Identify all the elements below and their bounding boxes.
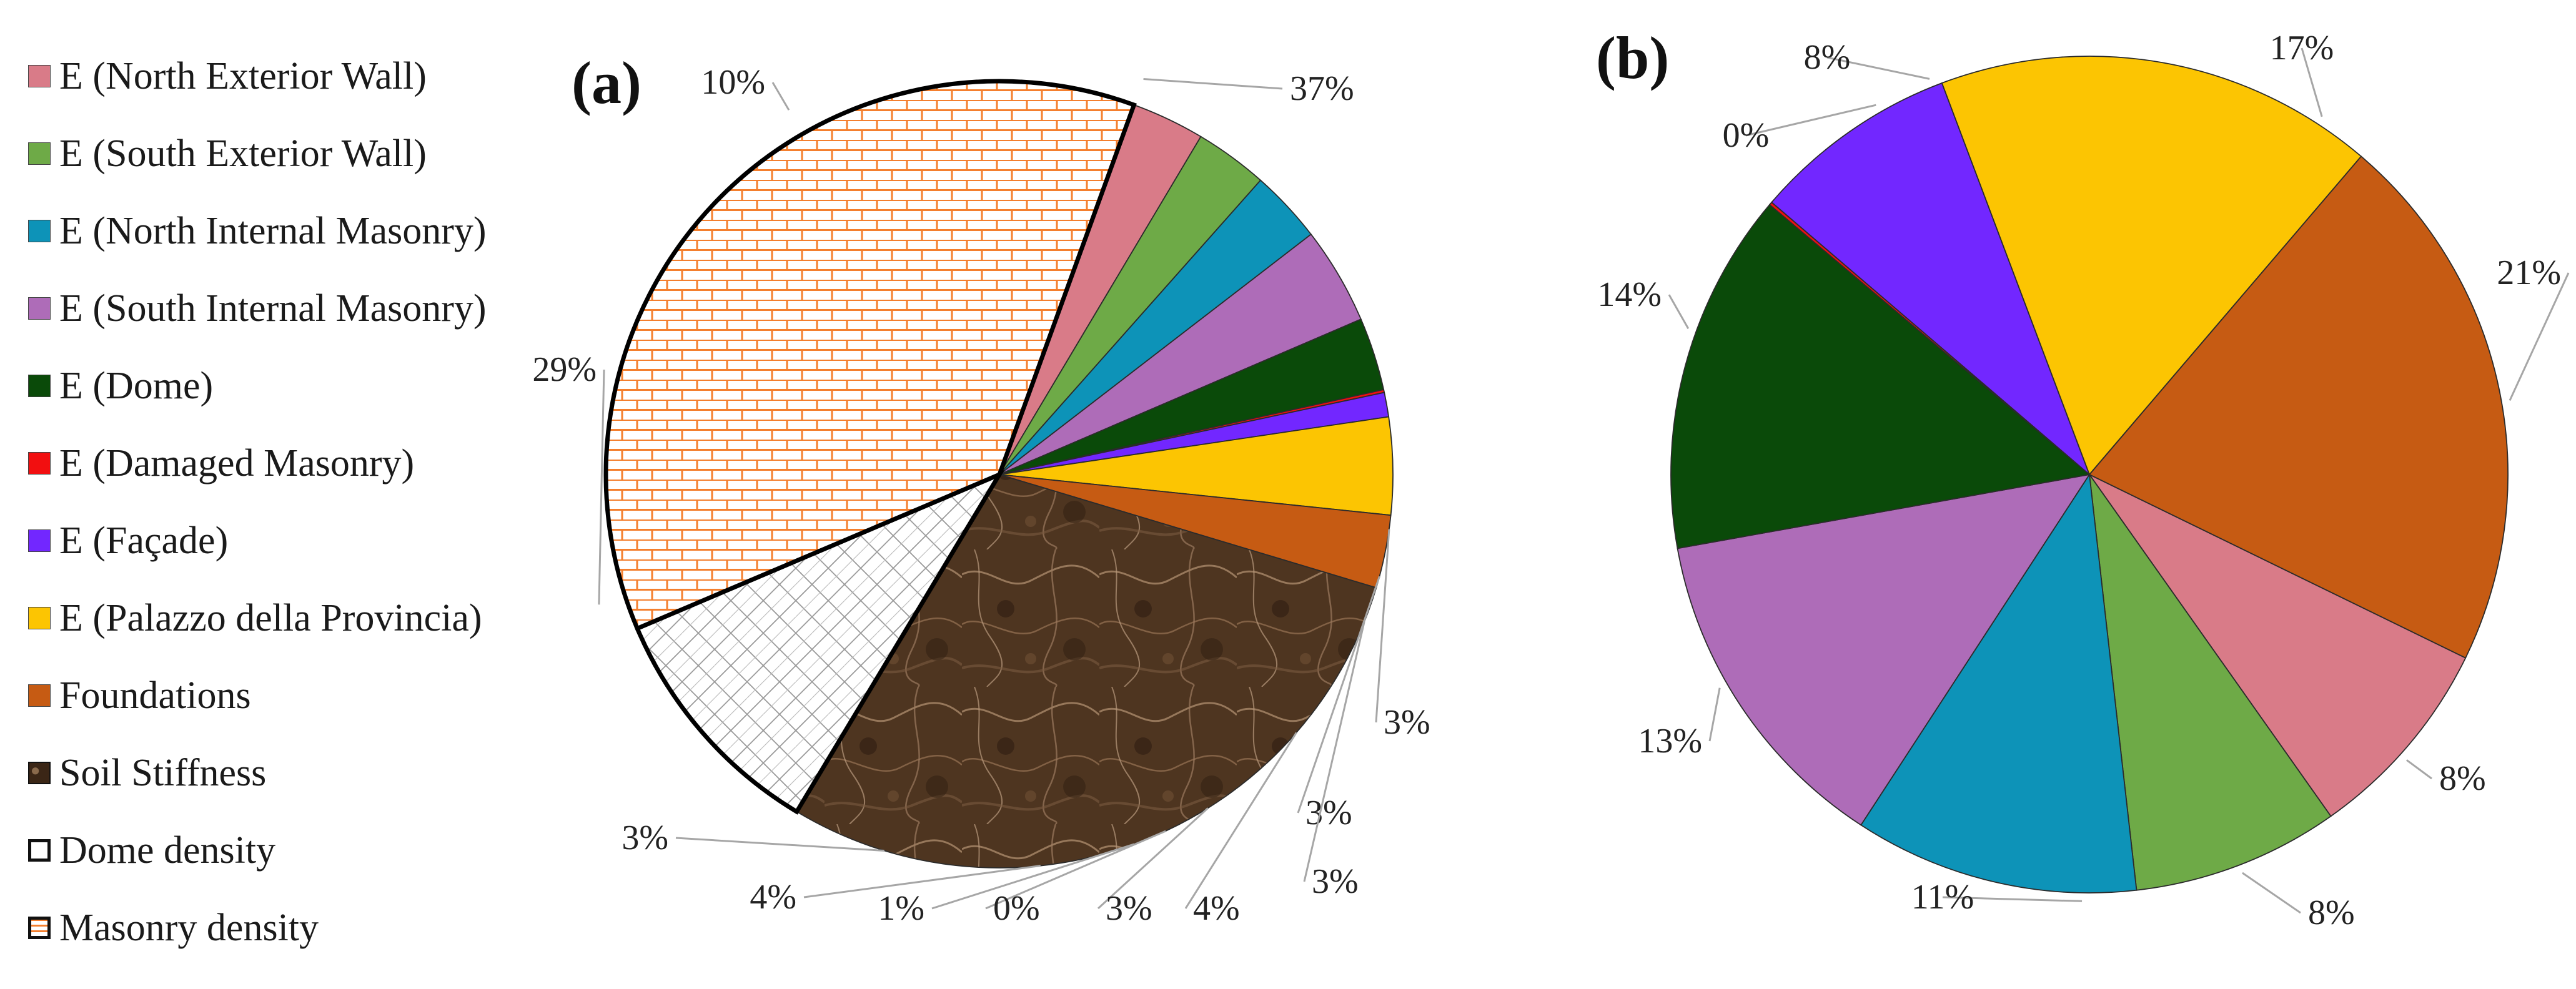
data-label: 1% [878,889,924,928]
leader-line [1375,529,1390,723]
leader-line [771,82,790,111]
data-label: 37% [1290,69,1354,108]
legend-label: E (Damaged Masonry) [59,441,415,485]
leader-line [985,830,1166,910]
legend-swatch [28,297,51,320]
legend-label: E (Façade) [59,519,229,562]
legend-item-e-fa-ade: E (Façade) [28,502,609,579]
legend-item-foundations: Foundations [28,657,609,734]
data-label: 3% [1312,862,1359,901]
leader-line [1708,687,1721,742]
leader-line [1303,621,1365,882]
legend-label: E (Palazzo della Provincia) [59,596,482,639]
data-label: 11% [1911,878,1974,917]
pie-slice-e-south-internal-masonry [1677,473,2091,826]
pie-slice-e-fa-ade [1771,82,2090,475]
legend-swatch [28,375,51,397]
panel-label: (a) [572,49,642,116]
legend-label: Foundations [59,674,251,717]
legend-item-dome-density: Dome density [28,812,609,889]
legend-label: Soil Stiffness [59,751,267,794]
leader-line [1097,807,1209,910]
pie-slice-e-north-exterior-wall [2089,474,2467,817]
legend-swatch [28,529,51,552]
legend-label: E (North Internal Masonry) [59,209,487,252]
legend-label: E (South Exterior Wall) [59,132,427,175]
leader-line [675,837,884,852]
leader-line [598,369,605,605]
legend-item-e-dome: E (Dome) [28,347,609,425]
legend-swatch [28,607,51,629]
data-label: 3% [1305,794,1352,832]
leader-line [931,843,1134,910]
data-label: 10% [701,63,765,102]
data-label: 8% [1804,38,1851,77]
data-label: 17% [2270,29,2334,67]
legend-label: Dome density [59,829,276,872]
legend-swatch [28,65,51,87]
legend-swatch [28,839,51,862]
data-label: 4% [750,878,796,917]
data-label: 4% [1193,889,1240,928]
legend-label: E (Dome) [59,364,214,407]
data-label: 3% [1106,889,1152,928]
leader-line [1184,732,1297,909]
data-label: 8% [2308,893,2355,932]
data-label: 29% [532,350,597,389]
legend-item-e-south-exterior-wall: E (South Exterior Wall) [28,115,609,192]
leader-line [2301,47,2323,117]
leader-line [2242,872,2301,914]
legend-label: E (North Exterior Wall) [59,54,427,97]
legend-swatch [28,917,51,939]
pie-chart-a: 3% 3% 3% 4% 3% 0% 1% 4% 3% 29% 10% 37% (a) [532,49,1430,928]
leader-line [1668,294,1690,330]
pie-slice-e-palazzo-della-provincia [1941,56,2362,476]
chart-legend: E (North Exterior Wall) E (South Exterior… [28,37,609,967]
data-label: 14% [1597,275,1662,314]
data-label: 8% [2439,759,2486,798]
pie-slice-foundations [2088,155,2509,659]
legend-swatch [28,220,51,242]
data-label: 3% [622,819,668,857]
leader-line [1297,576,1380,814]
data-label: 13% [1638,722,1702,760]
pie-chart-b: 8% 8% 11% 13% 14% 0% 8% 17% 21% (b) [1596,24,2570,932]
data-label: 0% [993,889,1040,928]
pie-slice-e-dome [1670,204,2091,549]
data-label: 3% [1384,703,1430,742]
data-label: 0% [1723,116,1770,155]
leader-line [1826,56,1930,80]
legend-label: Masonry density [59,906,319,949]
leader-line [2509,272,2570,401]
legend-swatch [28,762,51,784]
legend-item-e-damaged-masonry: E (Damaged Masonry) [28,425,609,502]
leader-line [2405,759,2432,780]
legend-item-e-north-internal-masonry: E (North Internal Masonry) [28,192,609,270]
legend-item-e-north-exterior-wall: E (North Exterior Wall) [28,37,609,115]
legend-label: E (South Internal Masonry) [59,287,487,330]
legend-swatch [28,142,51,165]
leader-line [1143,78,1283,90]
data-label: 21% [2497,253,2561,292]
panel-label: (b) [1596,24,1669,91]
legend-swatch [28,684,51,707]
leader-line [1745,104,1876,137]
pie-slice-e-south-exterior-wall [2089,474,2332,891]
legend-item-e-palazzo-della-provincia: E (Palazzo della Provincia) [28,579,609,657]
leader-line [1942,896,2083,902]
pie-slice-dome-density [634,470,1005,815]
pie-slice-masonry-density [603,79,1137,632]
legend-item-soil-stiffness: Soil Stiffness [28,734,609,812]
legend-item-e-south-internal-masonry: E (South Internal Masonry) [28,270,609,347]
pie-slice-e-north-internal-masonry [1860,473,2138,893]
legend-item-masonry-density: Masonry density [28,889,609,967]
leader-line [803,865,1041,898]
legend-swatch [28,452,51,475]
